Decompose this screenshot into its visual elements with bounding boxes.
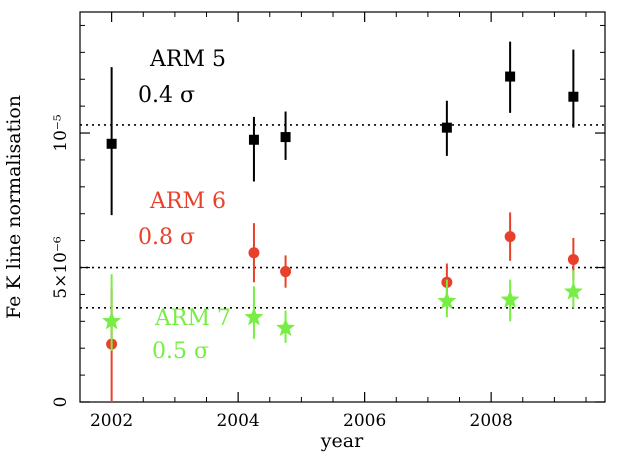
annotation-arm6-sigma: 0.8 σ [138,225,195,250]
data-point-s1-p1 [248,247,260,259]
data-point-s2-p5 [563,281,583,300]
y-tick-label-1: 5×10⁻⁶ [51,236,71,299]
x-tick-label-3: 2008 [470,411,513,431]
data-point-s0-p0 [106,138,117,149]
data-point-s0-p1 [248,134,259,145]
annotation-arm7-sigma: 0.5 σ [152,339,209,364]
data-point-s0-p2 [280,132,291,143]
annotation-arm5-title: ARM 5 [149,47,226,72]
y-tick-label-2: 10⁻⁵ [51,114,71,152]
data-point-s0-p4 [505,71,516,82]
y-tick-label-0: 0 [51,397,71,408]
plot-frame [79,11,606,403]
x-tick-label-1: 2004 [216,411,259,431]
data-point-s2-p1 [244,307,264,326]
x-tick-label-0: 2002 [90,411,133,431]
x-axis-label: year [320,430,364,452]
data-point-s1-p4 [504,231,516,243]
x-tick-label-2: 2006 [343,411,386,431]
annotation-arm6-title: ARM 6 [149,189,226,214]
data-point-s1-p2 [280,266,292,278]
data-point-s0-p5 [568,91,579,102]
data-point-s1-p5 [567,253,579,265]
data-point-s2-p2 [276,318,296,337]
data-point-s2-p3 [437,291,457,310]
y-axis-label: Fe K line normalisation [3,95,25,319]
data-point-s2-p4 [500,289,520,308]
annotation-arm7-title: ARM 7 [154,306,231,331]
annotation-arm5-sigma: 0.4 σ [138,83,195,108]
data-point-s2-p0 [102,311,122,330]
data-point-s0-p3 [441,122,452,133]
